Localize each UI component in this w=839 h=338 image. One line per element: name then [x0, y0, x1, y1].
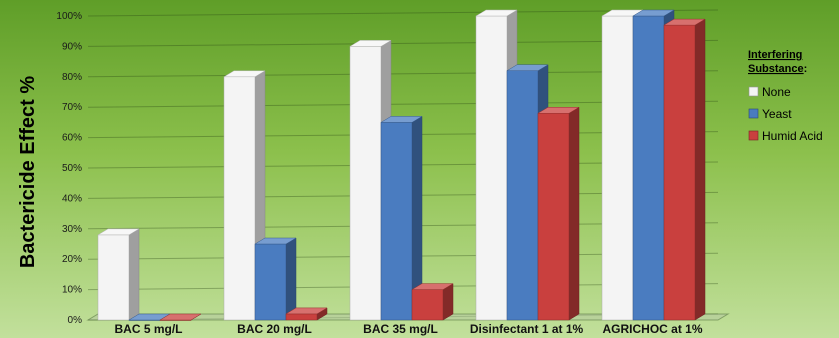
legend-title-colon: :: [804, 63, 808, 75]
x-category-label: BAC 20 mg/L: [237, 322, 312, 336]
y-tick-label: 50%: [62, 163, 82, 174]
legend-item: None: [748, 85, 791, 99]
bar: [411, 283, 454, 321]
bar-side: [285, 237, 297, 321]
y-tick-label: 70%: [62, 102, 82, 113]
legend-items: None Yeast Humid Acid: [748, 85, 823, 143]
bar: [380, 115, 423, 321]
bar-top: [475, 9, 518, 17]
bar-side: [568, 106, 580, 321]
bar-side: [694, 18, 706, 321]
legend-title-line2: Substance:: [748, 63, 807, 75]
legend-item: Yeast: [748, 107, 792, 121]
bar-top: [223, 70, 266, 78]
bar-front: [380, 122, 413, 321]
y-tick-label: 20%: [62, 254, 82, 265]
bar: [285, 307, 328, 321]
bar-front: [537, 113, 570, 321]
bar-top: [506, 64, 549, 71]
bar-side: [128, 228, 140, 321]
legend-swatch: [748, 130, 759, 141]
bar-front: [632, 15, 665, 321]
legend-title-line1: Interfering: [748, 49, 802, 61]
y-tick-label: 40%: [62, 193, 82, 204]
bar-front: [97, 234, 130, 321]
bar-front: [475, 15, 508, 321]
bar-top: [254, 237, 297, 245]
bar: [663, 18, 706, 321]
y-tick-label: 60%: [62, 133, 82, 144]
bar-front: [285, 313, 318, 321]
legend-label: Yeast: [762, 107, 792, 121]
bar-front: [349, 46, 382, 321]
bar-top: [285, 307, 328, 315]
y-tick-label: 30%: [62, 224, 82, 235]
x-category-label: BAC 5 mg/L: [114, 322, 182, 336]
x-category-label: AGRICHOC at 1%: [602, 322, 702, 336]
bar-side: [442, 283, 454, 321]
bar-front: [254, 243, 287, 321]
bar-top: [411, 283, 454, 290]
bar-top: [380, 116, 423, 123]
x-category-label: Disinfectant 1 at 1%: [470, 322, 584, 336]
y-tick-labels: 0% 10% 20% 30% 40% 50% 60% 70% 80% 90% 100%: [56, 11, 82, 326]
bar-top: [537, 107, 580, 114]
bar-front: [411, 289, 444, 321]
y-tick-label: 10%: [62, 285, 82, 296]
bar-front: [223, 76, 256, 321]
legend-title-word: Substance: [748, 63, 804, 75]
legend-swatch: [748, 108, 759, 119]
y-tick-label: 100%: [56, 11, 82, 22]
bar: [254, 237, 297, 321]
legend-item: Humid Acid: [748, 129, 823, 143]
bar: [159, 313, 202, 321]
y-tick-label: 0%: [68, 315, 83, 326]
bar-front: [506, 70, 539, 321]
y-axis-label: Bactericide Effect %: [17, 76, 39, 269]
bar-top: [632, 9, 675, 17]
x-category-label: BAC 35 mg/L: [363, 322, 438, 336]
bar-top: [349, 40, 392, 47]
legend-label: None: [762, 85, 791, 99]
x-category-labels: BAC 5 mg/L BAC 20 mg/L BAC 35 mg/L Disinfec…: [114, 322, 702, 336]
bar-front: [663, 24, 696, 321]
legend-label: Humid Acid: [762, 129, 823, 143]
bar-top: [663, 18, 706, 26]
legend-swatch: [748, 86, 759, 97]
bar-top: [159, 313, 202, 321]
bar: [97, 228, 140, 321]
y-tick-label: 80%: [62, 72, 82, 83]
bar-front: [601, 15, 634, 321]
bars: [97, 9, 706, 321]
y-tick-label: 90%: [62, 41, 82, 52]
bar: [537, 106, 580, 321]
legend: Interfering Substance: None Yeast Humid Ac…: [748, 49, 823, 143]
bar-top: [97, 228, 140, 236]
